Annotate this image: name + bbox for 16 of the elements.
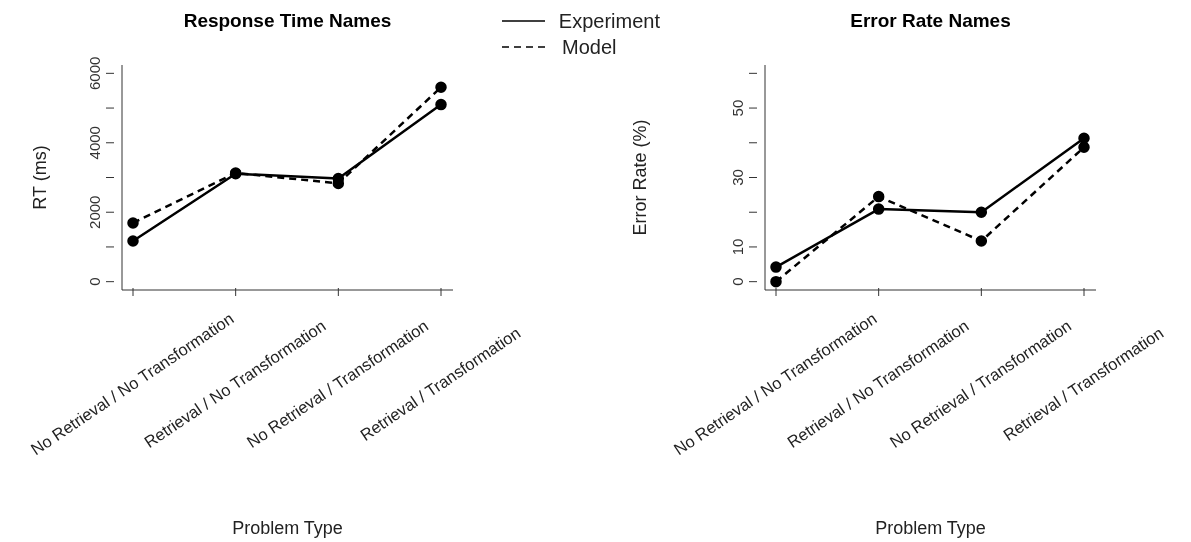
chart-title: Response Time Names: [182, 10, 393, 32]
y-axis-title: RT (ms): [30, 145, 51, 210]
x-axis-title: Problem Type: [232, 518, 343, 538]
legend-label: Model: [562, 35, 617, 59]
y-tick-label: 2000: [86, 195, 103, 229]
y-axis-title: Error Rate (%): [630, 119, 651, 236]
y-tick-label: 0: [86, 277, 103, 286]
legend-label: Experiment: [558, 9, 660, 33]
y-tick-label: 30: [729, 169, 746, 186]
y-tick-label: 0: [729, 277, 746, 286]
y-tick-label: 4000: [86, 126, 103, 160]
x-axis-title: Problem Type: [875, 518, 986, 538]
chart-title: Error Rate Names: [849, 10, 1012, 32]
y-tick-label: 6000: [86, 56, 103, 91]
y-tick-label: 10: [729, 238, 746, 256]
y-tick-label: 50: [729, 99, 746, 117]
